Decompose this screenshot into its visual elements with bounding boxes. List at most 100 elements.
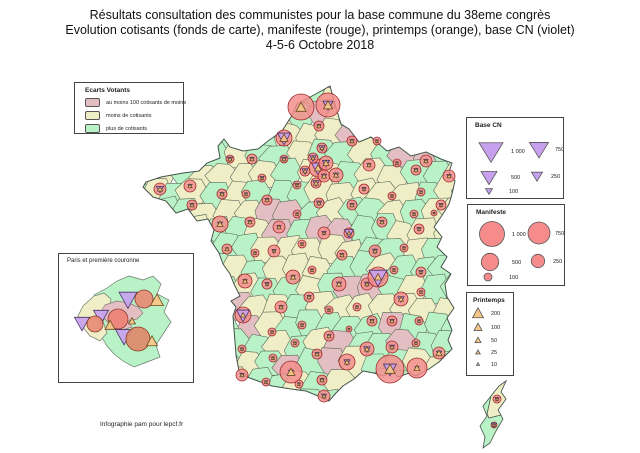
inset-manifeste-circle [125,326,151,352]
dept-marker-cluster [183,179,197,193]
dept-marker-cluster [419,154,433,168]
department-cell [429,101,455,132]
dept-marker-cluster [275,129,293,147]
printemps-triangle [354,304,360,309]
dept-marker-cluster [307,265,317,275]
printemps-triangle [372,248,378,254]
printemps-triangle [411,211,417,216]
dept-marker-cluster [386,315,398,327]
department-cell [390,86,419,93]
printemps-triangle [322,159,330,166]
printemps-triangle [389,344,395,350]
dept-marker-cluster [411,338,421,348]
legend-value-label: 250 [551,174,560,180]
printemps-triangle [346,230,352,236]
dept-marker-cluster [345,325,353,333]
legend-value-label: 250 [553,259,562,265]
legend-value-label: 100 [491,325,500,331]
printemps-triangle [349,202,355,208]
legend-ecarts-items: au moins 100 cotisants de moins moins de … [75,94,187,133]
dept-marker-cluster [297,320,307,330]
printemps-triangle [391,267,397,272]
dept-marker-cluster [416,187,426,197]
dept-marker-cluster [392,158,402,168]
legend-ecarts-votants: Ecarts Votants au moins 100 cotisants de… [74,82,187,134]
printemps-triangle [363,345,371,352]
printemps-triangle [247,219,253,225]
printemps-triangle [241,277,249,284]
department-cell [190,122,222,155]
printemps-triangle [364,281,370,287]
dept-marker-cluster [294,379,304,389]
dept-marker-cluster [415,266,427,278]
legend-base-cn-title: Base CN [475,122,502,129]
dept-marker-cluster [336,249,348,261]
printemps-triangle [314,351,320,357]
dept-marker-cluster [352,302,362,312]
dept-marker-cluster [268,353,278,363]
printemps-triangle [319,377,325,383]
dept-marker-cluster [362,158,376,172]
dept-marker-cluster [399,243,409,253]
department-cell [170,384,204,401]
legend-manifeste-circle [480,252,500,272]
printemps-triangle [322,99,334,110]
printemps-triangle [435,349,443,356]
legend-manifeste: Manifeste 1 000 750 500 250 100 [467,204,565,286]
dept-marker-cluster [234,306,252,324]
printemps-triangle [389,193,395,198]
dept-marker-cluster [292,209,302,219]
printemps-triangle [494,396,500,401]
inset-manifeste-circle [107,308,129,330]
printemps-triangle [389,318,395,324]
inset-printemps-triangle [127,316,137,325]
department-cell [419,86,450,118]
dept-marker-cluster [311,348,323,360]
legend-value-label: 50 [491,338,497,344]
printemps-triangle [413,340,419,345]
printemps-triangle [306,294,312,300]
legend-printemps-triangle [474,336,482,343]
dept-marker-cluster [274,300,288,314]
legend-manifeste-circle [483,272,493,282]
department-cell [199,372,231,401]
inset-title: Paris et première couronne [67,258,140,264]
department-cell [396,385,427,401]
department-cell [374,86,409,114]
legend-value-label: 1 000 [511,149,525,155]
dept-marker-cluster [324,305,334,315]
printemps-triangle [243,191,249,196]
dept-marker-cluster [393,291,409,307]
department-cell [368,86,401,95]
legend-item-label: au moins 100 cotisants de moins [106,99,187,106]
department-cell [433,86,455,92]
department-cell [360,86,392,111]
department-cell [440,389,455,401]
dept-marker-cluster [299,165,311,177]
legend-manifeste-circle [530,253,546,269]
legend-value-label: 1 000 [512,232,526,238]
dept-marker-cluster [323,330,335,342]
department-cell [198,103,231,134]
printemps-triangle [263,379,269,384]
legend-base-cn-triangle [484,188,494,196]
department-cell [450,178,455,209]
printemps-triangle [295,101,307,112]
legend-printemps: Printemps 200 100 50 25 10 [466,292,514,376]
department-cell [251,391,281,401]
dept-marker-cluster [346,135,358,147]
legend-value-label: 100 [509,189,518,195]
printemps-triangle [286,367,296,376]
legend-color-swatch [85,111,100,120]
printemps-triangle [309,267,315,272]
legend-color-swatch [85,124,100,133]
title-line-1: Résultats consultation des communistes p… [89,8,551,22]
printemps-triangle [491,422,497,427]
department-cell [450,86,455,97]
inset-manifeste-circle [86,315,104,333]
dept-marker-cluster [310,177,322,189]
printemps-triangle [299,241,305,246]
printemps-triangle [384,363,396,374]
legend-printemps-triangle [471,307,485,319]
department-cell [405,104,438,135]
